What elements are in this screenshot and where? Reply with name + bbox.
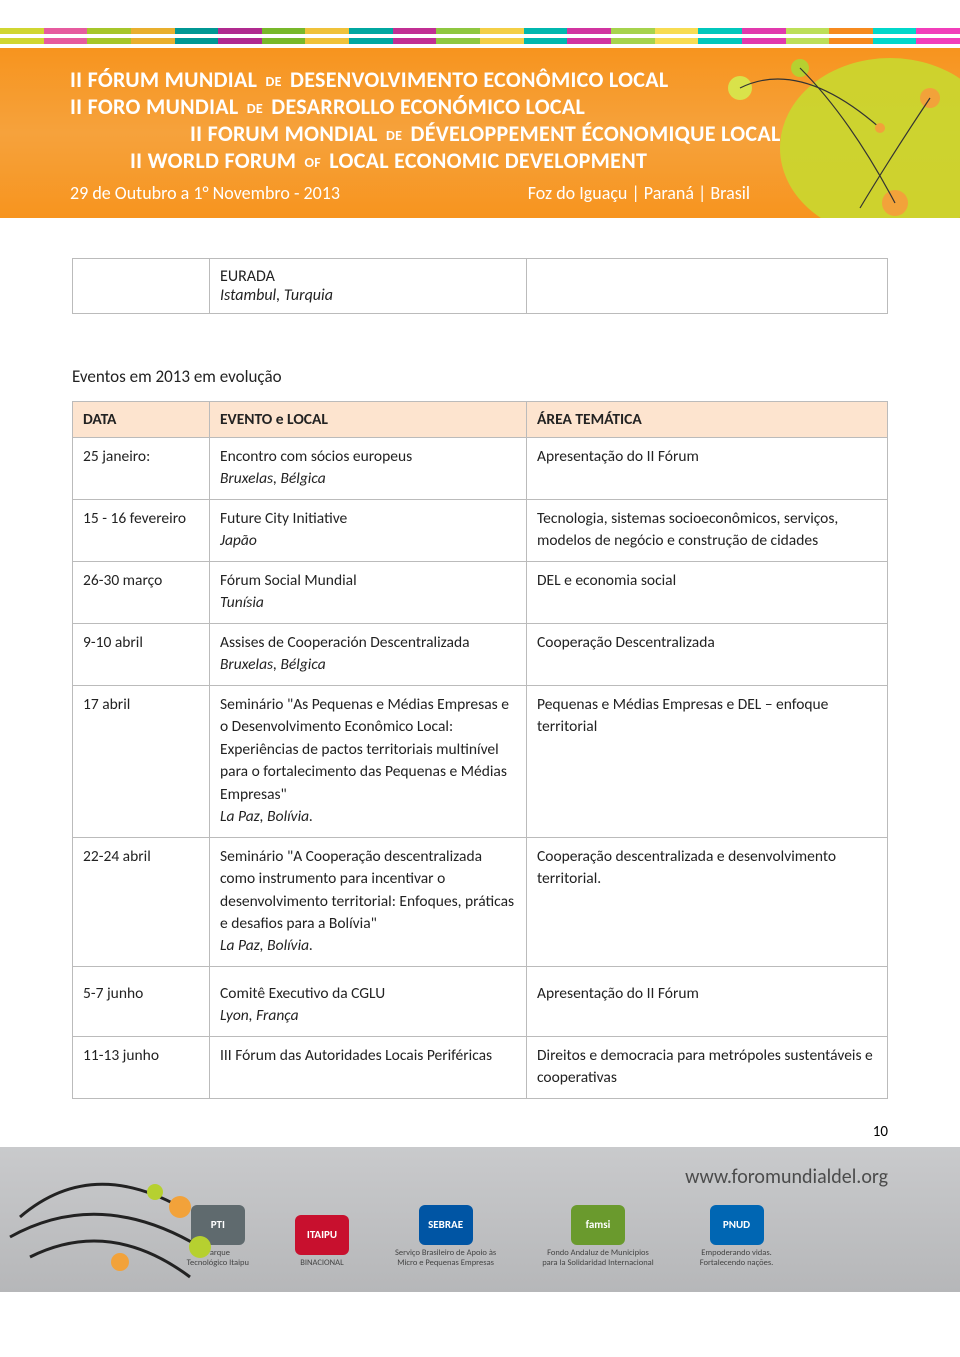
dates: 29 de Outubro a 1° Novembro - 2013 bbox=[70, 182, 340, 204]
logo-caption: Empoderando vidas. Fortalecendo nações. bbox=[700, 1249, 774, 1269]
table-row: 15 - 16 fevereiroFuture City InitiativeJ… bbox=[73, 499, 888, 561]
cell-event: Seminário "A Cooperação descentralizada … bbox=[210, 837, 527, 966]
cell-event: Encontro com sócios europeusBruxelas, Bé… bbox=[210, 438, 527, 500]
cell-event: III Fórum das Autoridades Locais Perifér… bbox=[210, 1036, 527, 1098]
header-banner: II FÓRUM MUNDIAL DE DESENVOLVIMENTO ECON… bbox=[0, 48, 960, 218]
table-row: 25 janeiro:Encontro com sócios europeusB… bbox=[73, 438, 888, 500]
logo-itaipu: ITAIPU BINACIONAL bbox=[295, 1215, 349, 1269]
cell-date: 26-30 março bbox=[73, 561, 210, 623]
logo-icon: SEBRAE bbox=[419, 1205, 473, 1245]
logo-caption: Fondo Andaluz de Municipios para la Soli… bbox=[542, 1249, 653, 1269]
cell-date: 25 janeiro: bbox=[73, 438, 210, 500]
cell-date: 11-13 junho bbox=[73, 1036, 210, 1098]
cell-area: Cooperação Descentralizada bbox=[527, 623, 888, 685]
cell-area: Pequenas e Médias Empresas e DEL – enfoq… bbox=[527, 685, 888, 837]
table-row: 5-7 junhoComitê Executivo da CGLULyon, F… bbox=[73, 966, 888, 1036]
logo-caption: Serviço Brasileiro de Apoio às Micro e P… bbox=[395, 1249, 496, 1269]
logo-icon: famsi bbox=[571, 1205, 625, 1245]
table-header: DATA bbox=[73, 402, 210, 438]
single-cell: EURADAIstambul, Turquia bbox=[210, 259, 527, 314]
cell-event: Assises de Cooperación DescentralizadaBr… bbox=[210, 623, 527, 685]
cell-date: 15 - 16 fevereiro bbox=[73, 499, 210, 561]
cell-date: 17 abril bbox=[73, 685, 210, 837]
footer-art bbox=[0, 1147, 260, 1287]
cell-area: Apresentação do II Fórum bbox=[527, 966, 888, 1036]
cell-event: Fórum Social MundialTunísia bbox=[210, 561, 527, 623]
cell-area: Direitos e democracia para metrópoles su… bbox=[527, 1036, 888, 1098]
cell-date: 9-10 abril bbox=[73, 623, 210, 685]
table-header: ÁREA TEMÁTICA bbox=[527, 402, 888, 438]
cell-event: Comitê Executivo da CGLULyon, França bbox=[210, 966, 527, 1036]
cell-date: 5-7 junho bbox=[73, 966, 210, 1036]
table-row: 11-13 junhoIII Fórum das Autoridades Loc… bbox=[73, 1036, 888, 1098]
table-row: 22-24 abrilSeminário "A Cooperação desce… bbox=[73, 837, 888, 966]
table-row: 9-10 abrilAssises de Cooperación Descent… bbox=[73, 623, 888, 685]
top-stripes bbox=[0, 0, 960, 48]
events-table: DATAEVENTO e LOCALÁREA TEMÁTICA 25 janei… bbox=[72, 401, 888, 1099]
content: EURADAIstambul, Turquia Eventos em 2013 … bbox=[0, 218, 960, 1119]
table-row: 26-30 marçoFórum Social MundialTunísiaDE… bbox=[73, 561, 888, 623]
logo-pnud: PNUD Empoderando vidas. Fortalecendo naçõ… bbox=[700, 1205, 774, 1269]
cell-area: Cooperação descentralizada e desenvolvim… bbox=[527, 837, 888, 966]
table-header: EVENTO e LOCAL bbox=[210, 402, 527, 438]
logo-sebrae: SEBRAE Serviço Brasileiro de Apoio às Mic… bbox=[395, 1205, 496, 1269]
section-title: Eventos em 2013 em evolução bbox=[72, 366, 888, 387]
cell-area: Apresentação do II Fórum bbox=[527, 438, 888, 500]
single-cell-table: EURADAIstambul, Turquia bbox=[72, 258, 888, 314]
logo-famsi: famsi Fondo Andaluz de Municipios para la… bbox=[542, 1205, 653, 1269]
cell-event: Future City InitiativeJapão bbox=[210, 499, 527, 561]
footer: www.foromundialdel.org PTIParque Tecnoló… bbox=[0, 1147, 960, 1293]
logo-icon: ITAIPU bbox=[295, 1215, 349, 1255]
table-row: 17 abrilSeminário "As Pequenas e Médias … bbox=[73, 685, 888, 837]
logo-icon: PNUD bbox=[710, 1205, 764, 1245]
cell-area: DEL e economia social bbox=[527, 561, 888, 623]
header-art bbox=[680, 48, 960, 218]
cell-date: 22-24 abril bbox=[73, 837, 210, 966]
cell-event: Seminário "As Pequenas e Médias Empresas… bbox=[210, 685, 527, 837]
page-number: 10 bbox=[0, 1119, 960, 1147]
logo-caption: BINACIONAL bbox=[300, 1259, 343, 1269]
cell-area: Tecnologia, sistemas socioeconômicos, se… bbox=[527, 499, 888, 561]
